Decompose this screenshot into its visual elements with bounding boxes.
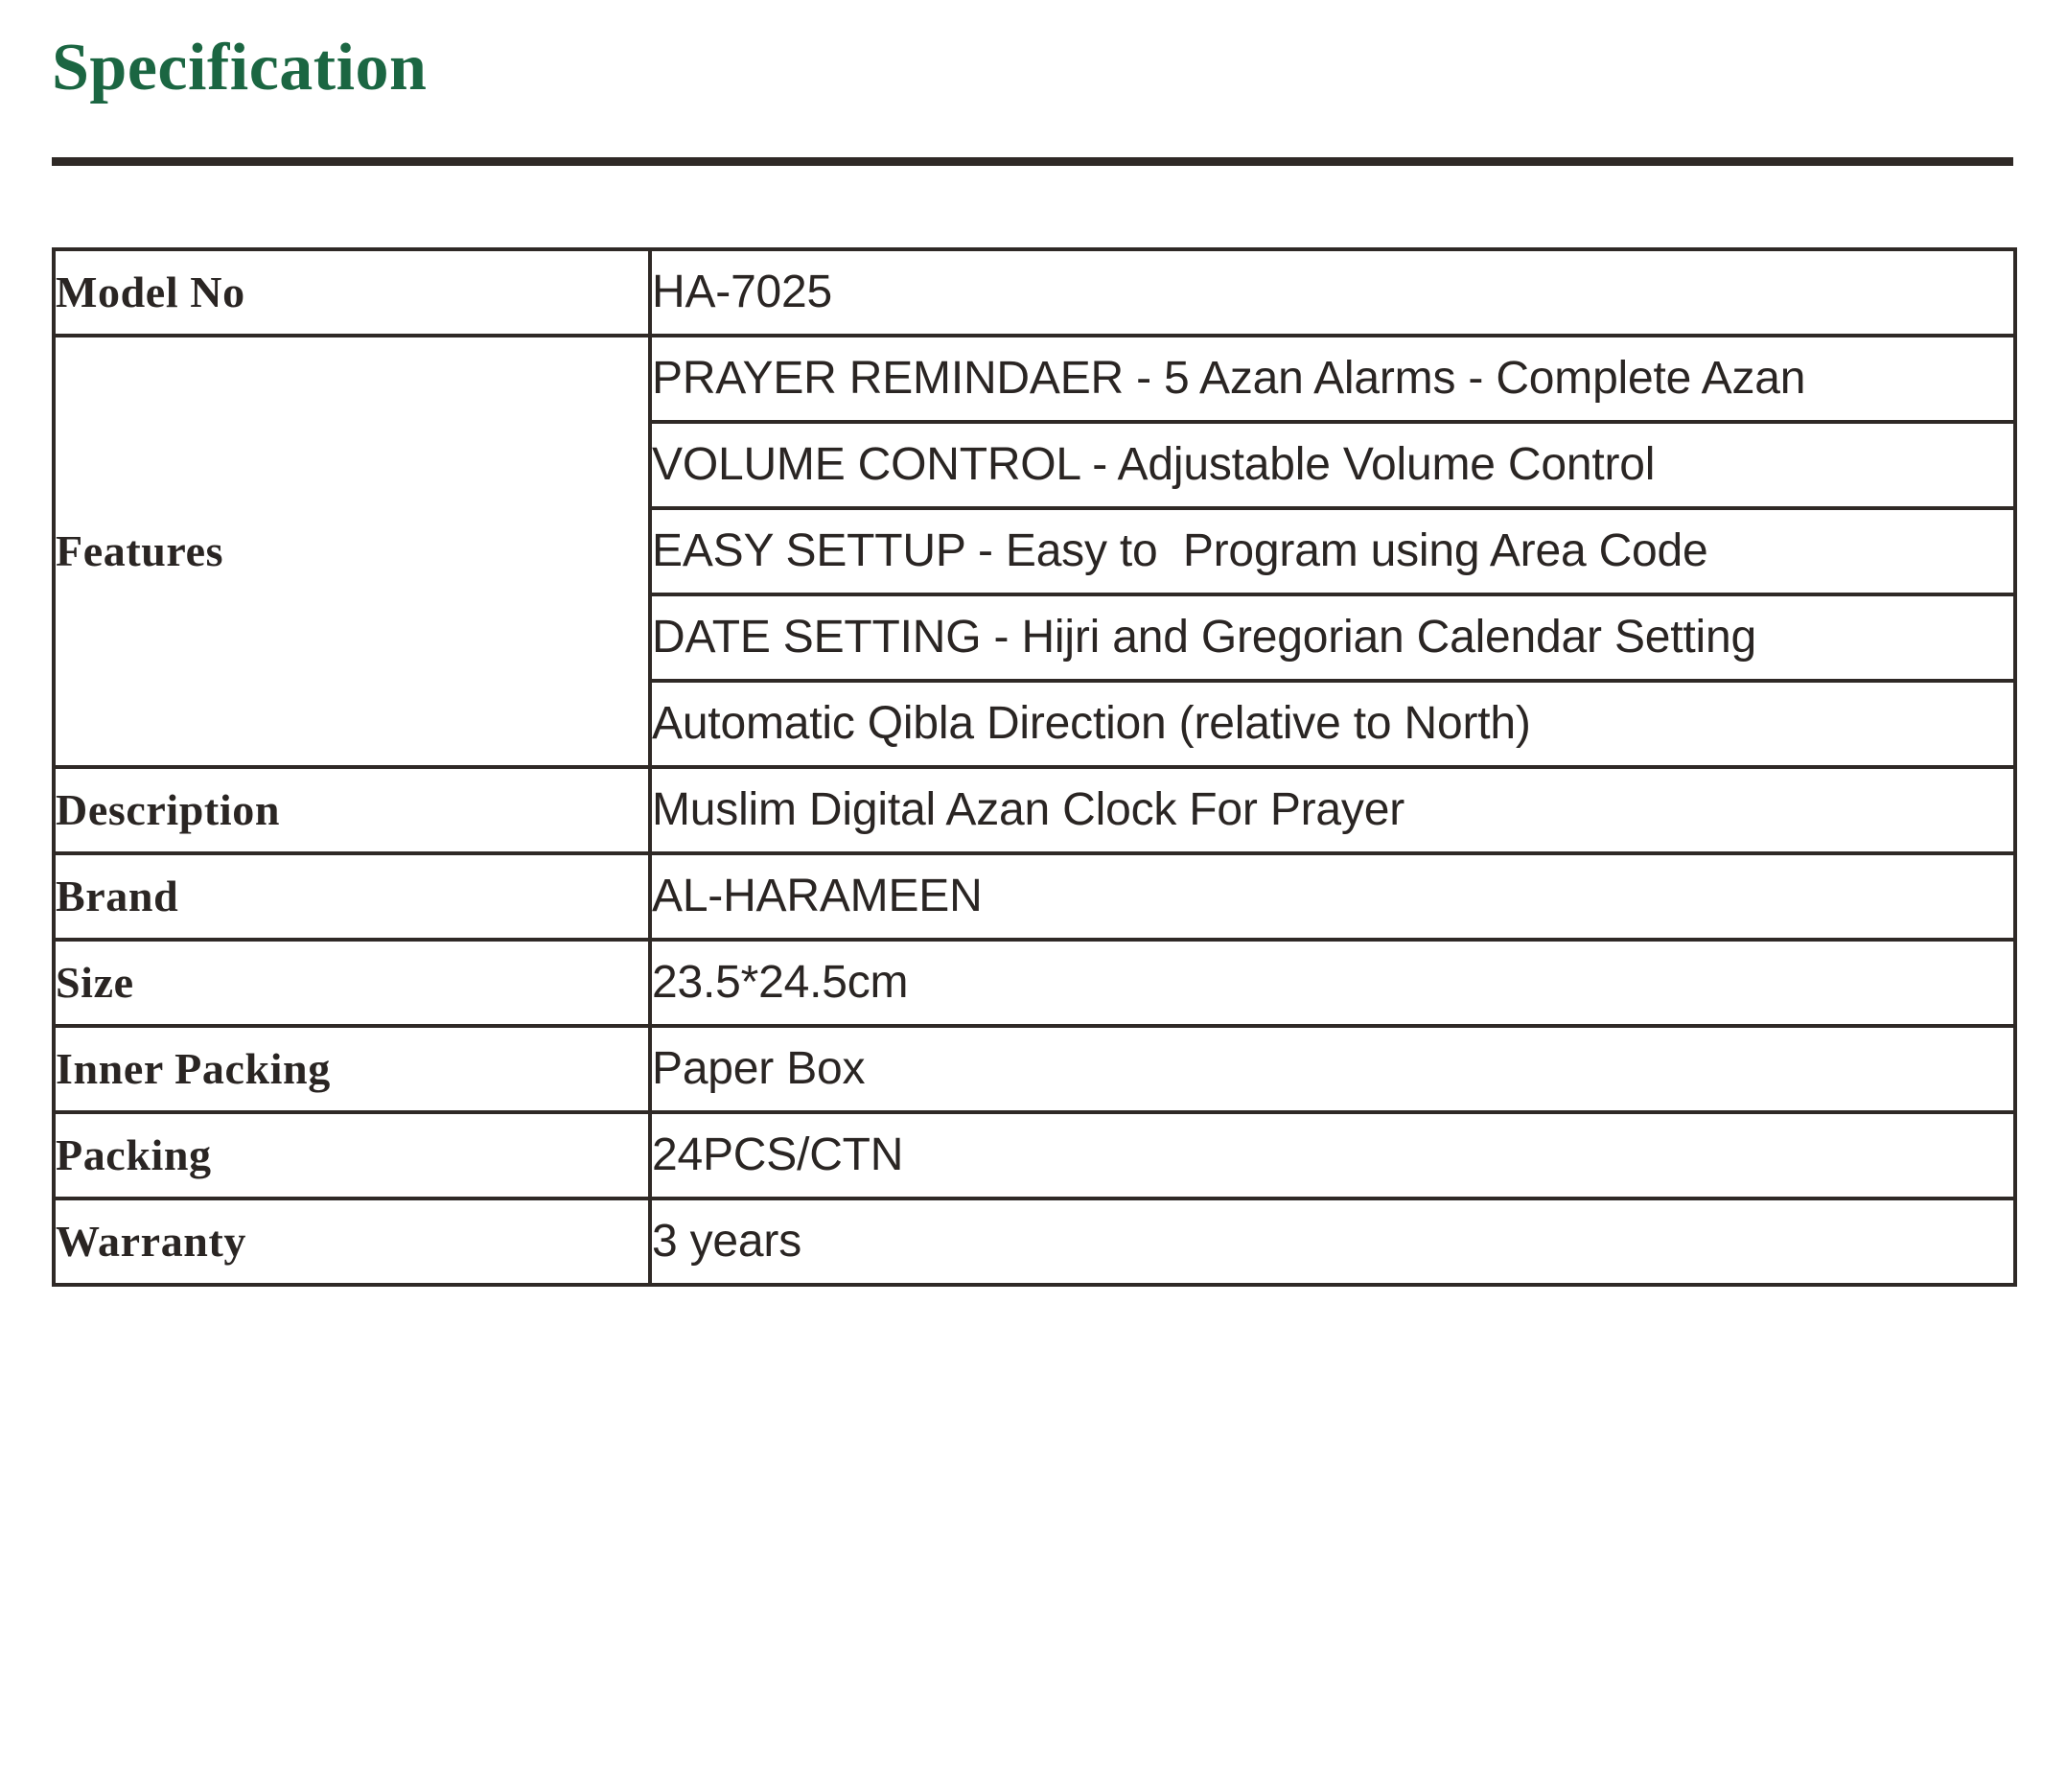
row-value-inner-packing: Paper Box — [648, 1024, 2017, 1114]
row-label-description: Description — [52, 765, 652, 855]
row-label-warranty: Warranty — [52, 1197, 652, 1287]
feature-item-prayer-reminder: PRAYER REMINDAER - 5 Azan Alarms - Compl… — [648, 334, 2017, 424]
row-value-size: 23.5*24.5cm — [648, 938, 2017, 1028]
table-row: Automatic Qibla Direction (relative to N… — [54, 679, 2017, 769]
specification-table: Model No HA-7025 Features PRAYER REMINDA… — [52, 247, 2017, 1287]
row-value-packing: 24PCS/CTN — [648, 1110, 2017, 1200]
row-label-packing: Packing — [52, 1110, 652, 1200]
feature-item-easy-settup: EASY SETTUP - Easy to Program using Area… — [648, 506, 2017, 596]
table-row: Packing 24PCS/CTN — [52, 1110, 2017, 1200]
row-value-model-no: HA-7025 — [648, 247, 2017, 337]
feature-item-date-setting: DATE SETTING - Hijri and Gregorian Calen… — [648, 593, 2017, 683]
row-label-size: Size — [52, 938, 652, 1028]
table-row: DATE SETTING - Hijri and Gregorian Calen… — [54, 593, 2017, 683]
table-row: Inner Packing Paper Box — [52, 1024, 2017, 1114]
table-row: EASY SETTUP - Easy to Program using Area… — [54, 506, 2017, 596]
row-value-brand: AL-HARAMEEN — [648, 851, 2017, 942]
table-row: Features PRAYER REMINDAER - 5 Azan Alarm… — [52, 334, 2017, 769]
row-label-model-no: Model No — [52, 247, 652, 337]
feature-item-qibla-direction: Automatic Qibla Direction (relative to N… — [648, 679, 2017, 769]
table-row: Warranty 3 years — [52, 1197, 2017, 1287]
row-value-warranty: 3 years — [648, 1197, 2017, 1287]
table-row: Description Muslim Digital Azan Clock Fo… — [52, 765, 2017, 855]
row-label-brand: Brand — [52, 851, 652, 942]
feature-item-volume-control: VOLUME CONTROL - Adjustable Volume Contr… — [648, 420, 2017, 510]
table-row: Model No HA-7025 — [52, 247, 2017, 337]
page-title: Specification — [52, 31, 428, 105]
table-row: Brand AL-HARAMEEN — [52, 851, 2017, 942]
row-label-inner-packing: Inner Packing — [52, 1024, 652, 1114]
title-divider — [52, 157, 2013, 166]
row-value-description: Muslim Digital Azan Clock For Prayer — [648, 765, 2017, 855]
table-row: Size 23.5*24.5cm — [52, 938, 2017, 1028]
row-label-features: Features — [52, 334, 652, 769]
table-row: VOLUME CONTROL - Adjustable Volume Contr… — [54, 420, 2017, 510]
